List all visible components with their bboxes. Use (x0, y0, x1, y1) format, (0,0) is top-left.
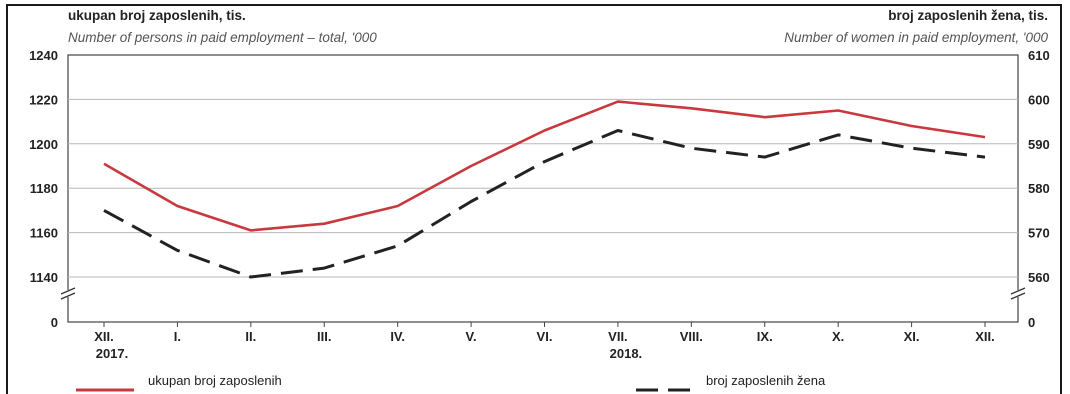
left-axis-title: ukupan broj zaposlenih, tis. (68, 8, 246, 23)
x-tick-label: XI. (904, 329, 920, 344)
x-tick-label: V. (466, 329, 477, 344)
right-tick-label: 570 (1028, 226, 1050, 241)
left-tick-label-zero: 0 (51, 315, 58, 330)
x-tick-label: VIII. (680, 329, 703, 344)
x-tick-label: IX. (757, 329, 773, 344)
right-axis-title: broj zaposlenih žena, tis. (888, 8, 1048, 23)
left-axis-break-line-b (60, 292, 76, 300)
right-tick-label: 600 (1028, 92, 1050, 107)
right-tick-label: 610 (1028, 48, 1050, 63)
left-tick-label: 1220 (29, 92, 58, 107)
x-tick-label: III. (317, 329, 331, 344)
right-tick-label: 580 (1028, 181, 1050, 196)
x-tick-label: XII. (94, 329, 114, 344)
x-tick-label: II. (245, 329, 256, 344)
x-tick-label: XII. (975, 329, 995, 344)
x-year-label: 2018. (610, 346, 643, 361)
x-tick-label: X. (832, 329, 844, 344)
left-tick-label: 1200 (29, 137, 58, 152)
left-tick-label: 1180 (30, 181, 58, 196)
x-tick-label: VI. (537, 329, 553, 344)
right-axis-break-line-b (1010, 292, 1026, 300)
right-tick-label: 590 (1028, 137, 1050, 152)
left-axis-subtitle: Number of persons in paid employment – t… (68, 30, 377, 45)
series-line-total (103, 100, 986, 232)
series-line-women (103, 129, 986, 279)
legend-label-women: broj zaposlenih žena (706, 373, 826, 388)
right-axis-subtitle: Number of women in paid employment, '000 (784, 30, 1048, 45)
right-tick-label-zero: 0 (1028, 315, 1035, 330)
left-axis-break-line-a (60, 287, 76, 295)
left-tick-label: 1140 (30, 270, 58, 285)
x-year-label: 2017. (96, 346, 129, 361)
right-tick-label: 560 (1028, 270, 1050, 285)
chart-frame (6, 4, 1062, 394)
x-tick-label: I. (174, 329, 181, 344)
right-axis-break-gap (1010, 290, 1026, 297)
legend-label-total: ukupan broj zaposlenih (148, 373, 282, 388)
x-tick-label: IV. (390, 329, 405, 344)
left-tick-label: 1160 (30, 226, 58, 241)
right-axis-break-line-a (1010, 287, 1026, 295)
left-axis-break-gap (60, 290, 76, 297)
x-tick-label: VII. (608, 329, 628, 344)
left-tick-label: 1240 (29, 48, 58, 63)
